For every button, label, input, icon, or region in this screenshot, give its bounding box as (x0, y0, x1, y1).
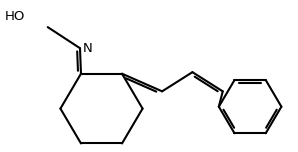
Text: HO: HO (5, 10, 25, 23)
Text: N: N (82, 42, 92, 55)
